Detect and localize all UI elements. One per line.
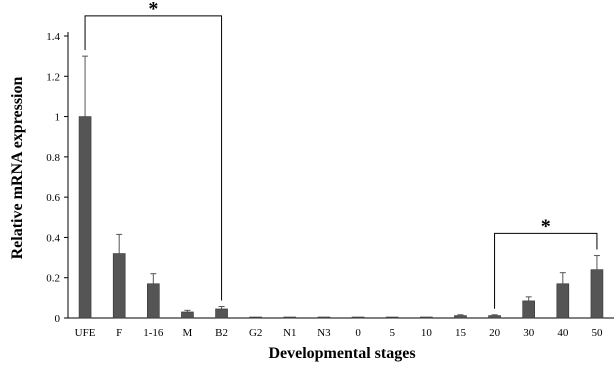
x-axis: UFE F 1-16 M B2 G2 N1 N3 0 5 10 15 20 30 40 50 <box>68 317 614 339</box>
bar <box>181 311 194 319</box>
significance-bracket <box>494 232 598 309</box>
x-tick-label: B2 <box>215 327 228 339</box>
x-tick-label: N1 <box>283 327 296 339</box>
bar <box>454 315 467 319</box>
significance-star: * <box>541 215 551 237</box>
y-tick-label: 0.6 <box>46 192 60 204</box>
y-tick-label: 0.2 <box>46 273 60 285</box>
error-bars <box>82 55 600 316</box>
bar <box>147 283 160 319</box>
bar <box>488 315 501 319</box>
significance-bracket <box>84 15 223 301</box>
x-tick-label: N3 <box>317 327 331 339</box>
bar <box>78 116 92 319</box>
y-axis: 0 0.2 0.4 0.6 0.8 1 1.2 1.4 <box>46 31 69 325</box>
bars <box>78 116 604 319</box>
y-tick-label: 1 <box>55 112 61 124</box>
bar <box>420 316 433 319</box>
y-tick-label: 0.8 <box>46 152 60 164</box>
significance-star: * <box>148 0 158 20</box>
x-tick-label: UFE <box>75 327 96 339</box>
y-tick-label: 1.2 <box>46 71 60 83</box>
y-axis-title: Relative mRNA expression <box>9 77 26 260</box>
x-tick-label: 40 <box>557 327 569 339</box>
y-tick-label: 0 <box>55 313 61 325</box>
bar <box>215 308 228 319</box>
y-tick-label: 0.4 <box>46 232 60 244</box>
bar <box>249 316 262 319</box>
bar <box>522 300 535 319</box>
y-tick-label: 1.4 <box>46 31 60 43</box>
x-tick-label: F <box>116 327 122 339</box>
x-axis-title: Developmental stages <box>268 345 415 362</box>
x-tick-label: 5 <box>389 327 395 339</box>
x-tick-label: G2 <box>249 327 262 339</box>
x-tick-label: 50 <box>591 327 603 339</box>
x-tick-label: 10 <box>421 327 433 339</box>
x-tick-label: 30 <box>523 327 535 339</box>
x-tick-label: 20 <box>489 327 501 339</box>
x-tick-label: 1-16 <box>143 327 164 339</box>
significance-annotations: ** <box>84 0 598 309</box>
x-tick-label: 0 <box>355 327 361 339</box>
bar <box>590 269 604 319</box>
bar <box>351 316 365 319</box>
bar <box>556 283 570 319</box>
x-tick-label: 15 <box>455 327 467 339</box>
bar <box>385 316 399 319</box>
x-tick-label: M <box>183 327 193 339</box>
bar <box>317 316 331 319</box>
bar <box>112 253 126 319</box>
bar <box>283 316 297 319</box>
